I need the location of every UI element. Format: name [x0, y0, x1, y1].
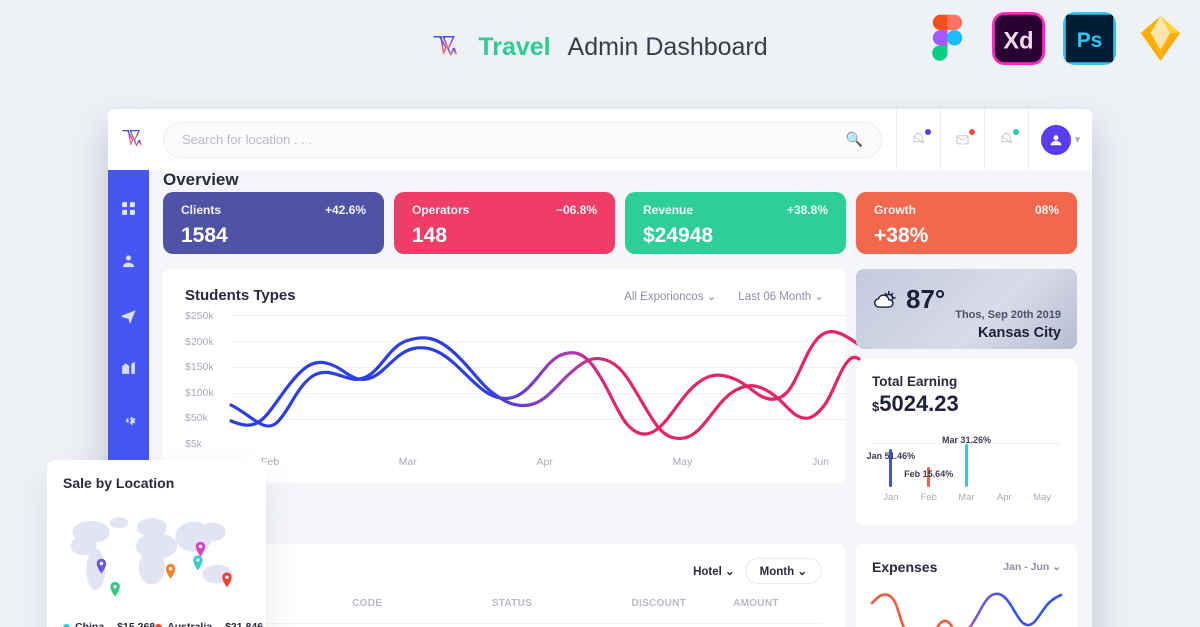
svg-text:Ps: Ps: [1077, 29, 1103, 52]
svg-text:Xd: Xd: [1003, 28, 1033, 54]
